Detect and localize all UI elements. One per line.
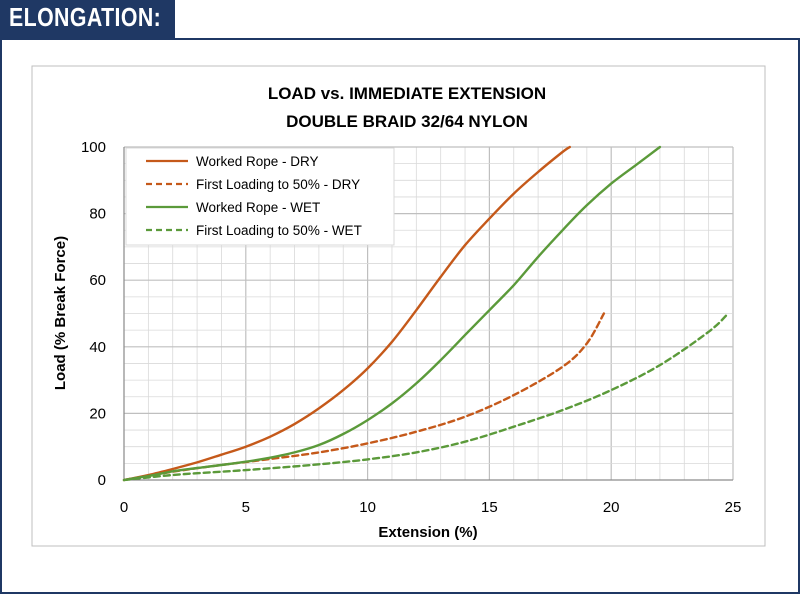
legend: Worked Rope - DRY First Loading to 50% - … xyxy=(125,147,395,246)
x-tick-label: 5 xyxy=(242,499,250,516)
chart-area xyxy=(31,65,766,547)
x-tick-label: 0 xyxy=(120,499,128,516)
legend-label: First Loading to 50% - DRY xyxy=(196,177,360,192)
series-lines xyxy=(122,145,730,482)
y-tick-label: 80 xyxy=(89,206,106,223)
x-tick-label: 25 xyxy=(725,499,742,516)
header-banner: ELONGATION: xyxy=(0,0,175,38)
legend-label: Worked Rope - WET xyxy=(196,200,320,215)
chart-subtitle: DOUBLE BRAID 32/64 NYLON xyxy=(286,112,528,131)
legend-label: Worked Rope - DRY xyxy=(196,154,319,169)
series-line-worked-rope-wet xyxy=(122,145,662,482)
legend-box xyxy=(125,147,395,246)
x-tick-label: 10 xyxy=(359,499,376,516)
y-tick-label: 40 xyxy=(89,339,106,356)
y-tick-label: 60 xyxy=(89,272,106,289)
x-axis-label: Extension (%) xyxy=(378,524,477,541)
x-tick-label: 15 xyxy=(481,499,498,516)
legend-label: First Loading to 50% - WET xyxy=(196,223,362,238)
y-tick-label: 20 xyxy=(89,405,106,422)
y-tick-label: 100 xyxy=(81,139,106,156)
outer-frame xyxy=(0,38,800,594)
y-axis-label: Load (% Break Force) xyxy=(52,236,69,390)
x-tick-label: 20 xyxy=(603,499,620,516)
axes: 0 5 10 15 20 25 0 20 40 60 80 100 xyxy=(81,139,741,516)
header-title: ELONGATION: xyxy=(9,2,162,32)
chart-title: LOAD vs. IMMEDIATE EXTENSION xyxy=(268,84,546,103)
y-tick-label: 0 xyxy=(98,472,106,489)
series-line-first-loading-to-50-wet xyxy=(122,312,730,482)
series-line-worked-rope-dry xyxy=(122,145,571,482)
